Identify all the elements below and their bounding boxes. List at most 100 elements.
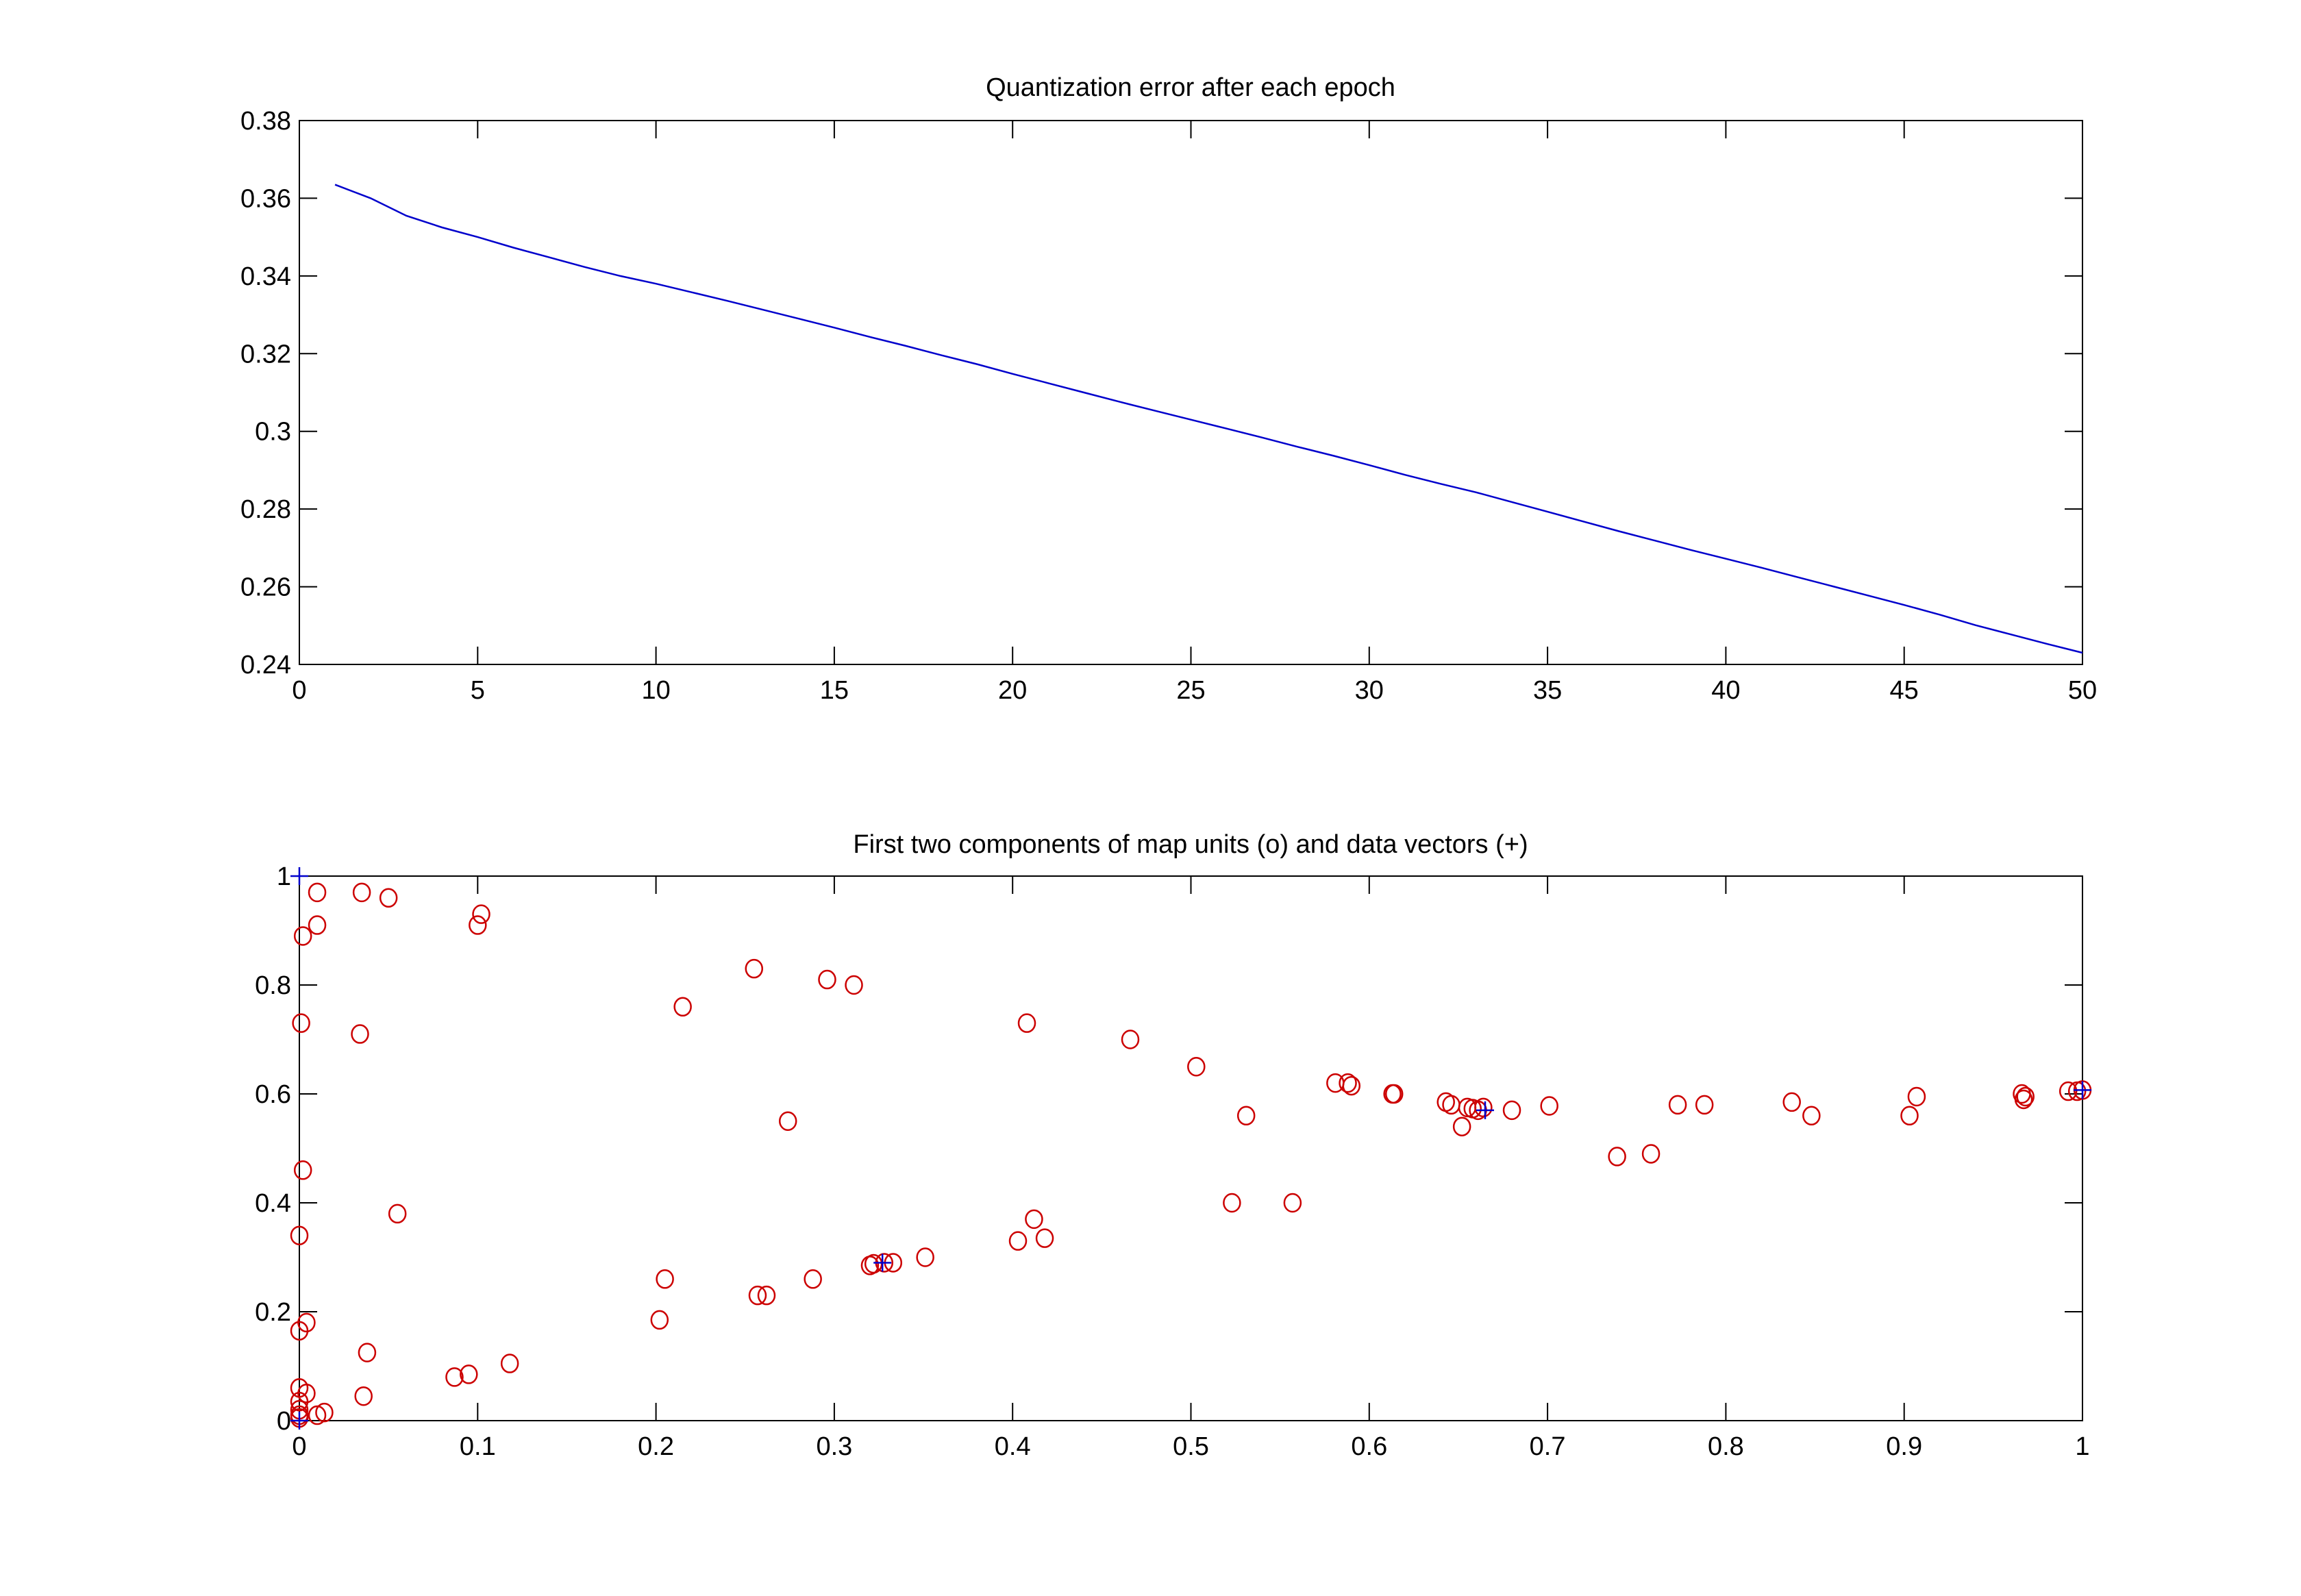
map-unit-point [445, 1367, 464, 1387]
map-unit-point [1121, 1030, 1140, 1049]
x-tick-label: 0 [292, 1432, 306, 1461]
map-unit-point [1802, 1106, 1821, 1126]
map-unit-point [315, 1402, 334, 1423]
map-unit-point [352, 882, 371, 903]
y-tick-label: 0.4 [255, 1189, 291, 1218]
map-unit-point [1008, 1231, 1028, 1251]
y-tick-label: 0.6 [255, 1080, 291, 1109]
map-unit-point [1187, 1057, 1206, 1077]
map-unit-point [290, 1391, 309, 1412]
map-unit-point [293, 926, 312, 946]
map-unit-point [1035, 1228, 1054, 1248]
map-unit-point [804, 1269, 822, 1289]
map-unit-point [290, 1225, 309, 1245]
x-tick-label: 0.9 [1886, 1432, 1922, 1461]
map-unit-point [358, 1343, 377, 1362]
x-tick-label: 10 [641, 676, 670, 705]
map-unit-point [1017, 1013, 1036, 1033]
axes-box [299, 875, 2083, 1421]
y-tick-label: 0.32 [240, 340, 291, 369]
y-tick-label: 0.36 [240, 184, 291, 213]
x-tick-label: 15 [820, 676, 849, 705]
map-unit-point [845, 975, 863, 995]
map-unit-point [778, 1111, 797, 1131]
x-tick-label: 45 [1890, 676, 1919, 705]
map-unit-point [1668, 1095, 1687, 1115]
map-unit-point [354, 1386, 373, 1406]
x-tick-label: 0.7 [1530, 1432, 1566, 1461]
x-tick-label: 0.1 [460, 1432, 496, 1461]
data-vector-point [2074, 1081, 2091, 1099]
map-unit-point [1236, 1106, 1256, 1126]
map-unit-point [818, 969, 836, 990]
map-unit-point [745, 958, 764, 979]
map-unit-point [1608, 1147, 1626, 1167]
map-unit-point [757, 1285, 776, 1306]
map-unit-point [916, 1247, 934, 1267]
y-tick-label: 0.3 [255, 418, 291, 447]
map-unit-point [1283, 1193, 1302, 1213]
map-unit-point [351, 1024, 369, 1044]
x-tick-label: 0.8 [1708, 1432, 1744, 1461]
map-unit-point [1641, 1144, 1661, 1164]
map-unit-point [1782, 1092, 1801, 1112]
map-unit-point [1474, 1097, 1493, 1118]
map-unit-point [748, 1285, 767, 1306]
x-tick-label: 0.4 [995, 1432, 1031, 1461]
axes-box [299, 120, 2083, 665]
map-unit-point [1452, 1117, 1471, 1136]
x-tick-label: 40 [1711, 676, 1740, 705]
x-tick-label: 25 [1176, 676, 1205, 705]
data-vector-point [1476, 1101, 1494, 1119]
map-unit-point [308, 915, 327, 935]
map-unit-point [1502, 1100, 1521, 1121]
map-unit-point [500, 1354, 519, 1373]
y-tick-label: 0.28 [240, 495, 291, 524]
x-tick-label: 1 [2075, 1432, 2089, 1461]
y-tick-label: 0.24 [240, 651, 291, 679]
y-tick-label: 0.8 [255, 971, 291, 1000]
x-tick-label: 0 [292, 676, 306, 705]
map-unit-point [293, 1160, 312, 1180]
map-unit-point [1384, 1084, 1404, 1104]
map-unit-point [460, 1364, 478, 1384]
map-unit-point [656, 1269, 674, 1289]
map-unit-point [308, 882, 327, 903]
map-unit-point [1025, 1209, 1043, 1230]
map-unit-point [292, 1013, 310, 1033]
x-tick-label: 50 [2068, 676, 2097, 705]
map-unit-point [388, 1204, 407, 1224]
map-unit-point [1540, 1096, 1558, 1116]
chart-title-map-components: First two components of map units (o) an… [853, 830, 1528, 859]
series-line-quantization-error [334, 184, 2083, 654]
map-unit-point [2014, 1089, 2033, 1110]
map-unit-point [297, 1312, 316, 1333]
data-vector-point [873, 1254, 892, 1272]
x-tick-label: 35 [1533, 676, 1562, 705]
x-tick-label: 0.5 [1173, 1432, 1209, 1461]
data-vector-point [290, 867, 308, 885]
x-tick-label: 20 [998, 676, 1027, 705]
x-tick-label: 0.3 [816, 1432, 852, 1461]
map-unit-point [1900, 1106, 1919, 1126]
map-unit-point [1223, 1193, 1241, 1213]
axes-map-components: 0 0.1 0.2 0.3 0.4 0.5 0.6 0.7 0.8 0.9 1 0 0.2 0.4 0.6 0… [255, 862, 2092, 1461]
y-tick-label: 0.2 [255, 1298, 291, 1327]
y-tick-label: 0.34 [240, 262, 291, 291]
map-unit-point [2016, 1086, 2035, 1107]
map-unit-point [1342, 1075, 1361, 1096]
map-unit-point [1339, 1073, 1357, 1093]
map-unit-point [379, 888, 398, 908]
y-tick-label: 0.38 [240, 107, 291, 136]
chart-title-quantization-error: Quantization error after each epoch [986, 73, 1395, 102]
x-tick-label: 0.6 [1351, 1432, 1387, 1461]
map-unit-point [1695, 1095, 1714, 1115]
y-tick-label: 0.26 [240, 573, 291, 602]
map-unit-point [469, 915, 487, 935]
map-unit-point [2059, 1081, 2078, 1101]
axes-quantization-error: 0 5 10 15 20 25 30 35 40 45 50 0.24 0.26 0.28 0.3 0.32 0… [240, 107, 2097, 705]
y-tick-label: 0 [277, 1407, 291, 1436]
map-unit-point [1907, 1086, 1926, 1107]
data-vector-point [290, 1412, 308, 1430]
